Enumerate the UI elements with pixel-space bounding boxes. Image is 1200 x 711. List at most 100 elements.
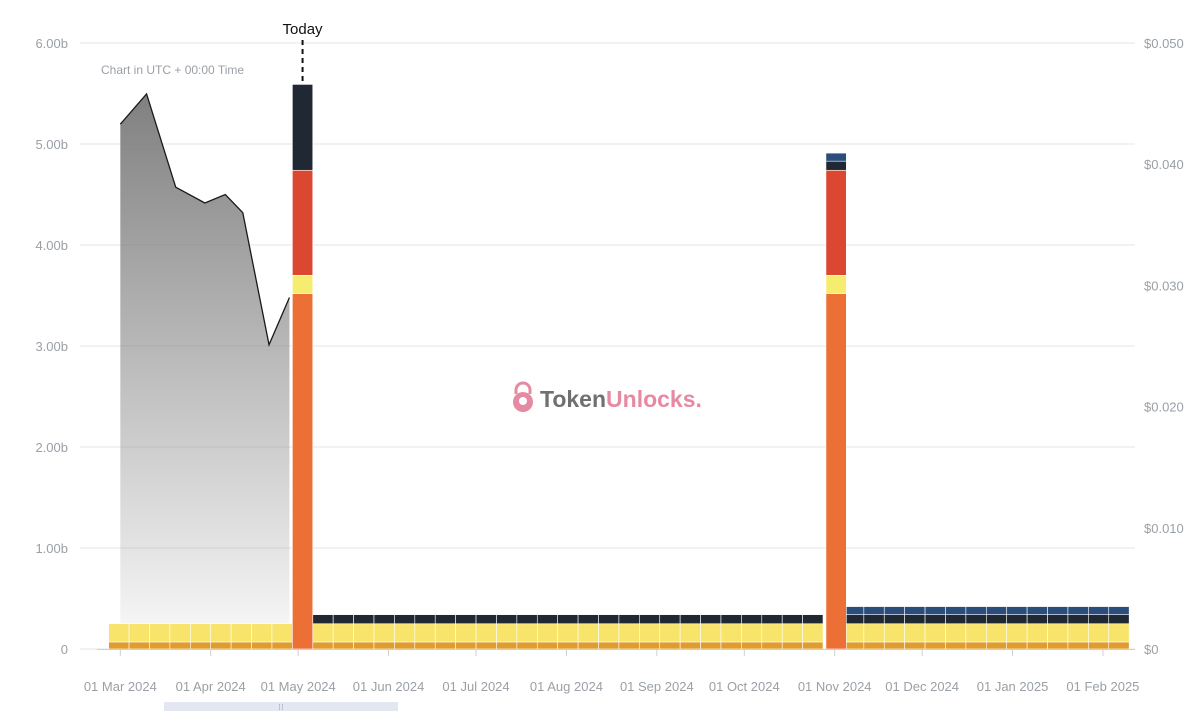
bar-segment-gold [741,641,763,650]
bar-segment-gold [639,641,661,650]
bar-segment-yellow [1047,623,1069,643]
bar-segment-blue-unlock [825,152,847,162]
y-left-tick-label: 1.00b [35,541,68,556]
bar-segment-yellow [557,623,579,643]
y-left-tick-label: 2.00b [35,440,68,455]
bar-segment-dark [1006,614,1028,625]
x-axis: 01 Mar 2024 01 Apr 2024 01 May 2024 01 Jun … [84,649,1139,694]
bar-segment-gold [700,641,722,650]
bar-segment-dark [1026,614,1048,625]
bar-segment-gold [536,641,558,650]
watermark-unlocks: Unlocks [606,386,695,412]
bar-segment-gold [802,641,824,650]
bar-segment-yellow [434,623,456,643]
bar-segment-yellow [598,623,620,643]
bar-segment-yellow [496,623,518,643]
bar-segment-gold [577,641,599,650]
bar-segment-yellow [700,623,722,643]
bar-segment-gold [455,641,477,650]
bar-segment-dark [700,614,722,625]
x-tick-label: 01 Apr 2024 [176,679,246,694]
x-tick-label: 01 Mar 2024 [84,679,157,694]
bar-segment-dark [332,614,354,625]
bar-segment-gold [679,641,701,650]
bar-segment-dark [741,614,763,625]
bar-segment-dark-unlock [292,84,314,171]
bar-segment-yellow [639,623,661,643]
bar-segment-dark [312,614,334,625]
bar-segment-yellow [802,623,824,643]
bar-segment-gold [1088,641,1110,650]
bar-segment-gold [475,641,497,650]
bar-segment-yellow [741,623,763,643]
bar-segment-red-unlock [292,169,314,276]
bar-segment-yellow [1006,623,1028,643]
x-tick-label: 01 Sep 2024 [620,679,694,694]
today-marker: Today [283,21,324,85]
bar-segment-yellow [1108,623,1130,643]
bar-segment-dark [781,614,803,625]
bar-segment-gold [1006,641,1028,650]
bar-segment-yellow [659,623,681,643]
y-right-tick-label: $0.010 [1144,521,1184,536]
bar-segment-blue [883,606,905,615]
bar-segment-dark [802,614,824,625]
bar-segment-gold [904,641,926,650]
bar-segment-dark [639,614,661,625]
y-right-tick-label: $0.020 [1144,400,1184,415]
bar-segment-yellow [271,623,293,643]
bar-segment-yellow [251,623,273,643]
bar-segment-yellow [353,623,375,643]
bar-segment-dark [945,614,967,625]
bar-segment-light_yellow-unlock [292,274,314,294]
y-axis-left: 0 1.00b 2.00b 3.00b 4.00b 5.00b 6.00b [35,36,68,657]
bar-segment-orange-unlock [825,293,847,650]
y-right-tick-label: $0 [1144,642,1158,657]
bar-segment-yellow [149,623,171,643]
today-label: Today [283,21,324,38]
watermark-token: Token [540,386,606,412]
watermark: TokenUnlocks. [513,381,702,412]
x-tick-label: 01 Oct 2024 [709,679,780,694]
bar-segment-dark [904,614,926,625]
bar-segment-dark [353,614,375,625]
x-tick-label: 01 Nov 2024 [798,679,872,694]
bar-segment-dark [659,614,681,625]
bar-segment-blue [1047,606,1069,615]
bar-segment-yellow [332,623,354,643]
y-right-tick-label: $0.050 [1144,36,1184,51]
bar-segment-blue [1026,606,1048,615]
bar-segment-gold [1047,641,1069,650]
bar-segment-yellow [577,623,599,643]
bar-segment-dark [863,614,885,625]
bar-segment-yellow [965,623,987,643]
bar-segment-yellow [414,623,436,643]
bar-segment-gold [210,641,232,650]
range-scrollbar[interactable] [164,702,398,711]
bar-segment-yellow [190,623,212,643]
bar-segment-yellow [883,623,905,643]
svg-text:TokenUnlocks.: TokenUnlocks. [540,386,702,412]
bar-segment-dark [516,614,538,625]
y-left-tick-label: 4.00b [35,238,68,253]
bar-segment-gold [434,641,456,650]
bar-segment-gold [1026,641,1048,650]
bar-segment-blue [1108,606,1130,615]
scrollbar-grip-icon[interactable]: ⁞⁞ [278,703,284,711]
bar-segment-gold [373,641,395,650]
y-left-tick-label: 6.00b [35,36,68,51]
bar-segment-gold [169,641,191,650]
bar-segment-gold [271,641,293,650]
bar-segment-gold [945,641,967,650]
bar-segment-gold [863,641,885,650]
x-tick-label: 01 Jun 2024 [353,679,425,694]
x-tick-label: 01 May 2024 [261,679,336,694]
y-left-tick-label: 0 [61,642,68,657]
bar-segment-yellow [230,623,252,643]
bar-segment-gold [353,641,375,650]
bar-segment-yellow [536,623,558,643]
bar-segment-gold [1067,641,1089,650]
bar-segment-gold [598,641,620,650]
bar-segment-dark [1047,614,1069,625]
unlock-bars [108,84,1130,650]
